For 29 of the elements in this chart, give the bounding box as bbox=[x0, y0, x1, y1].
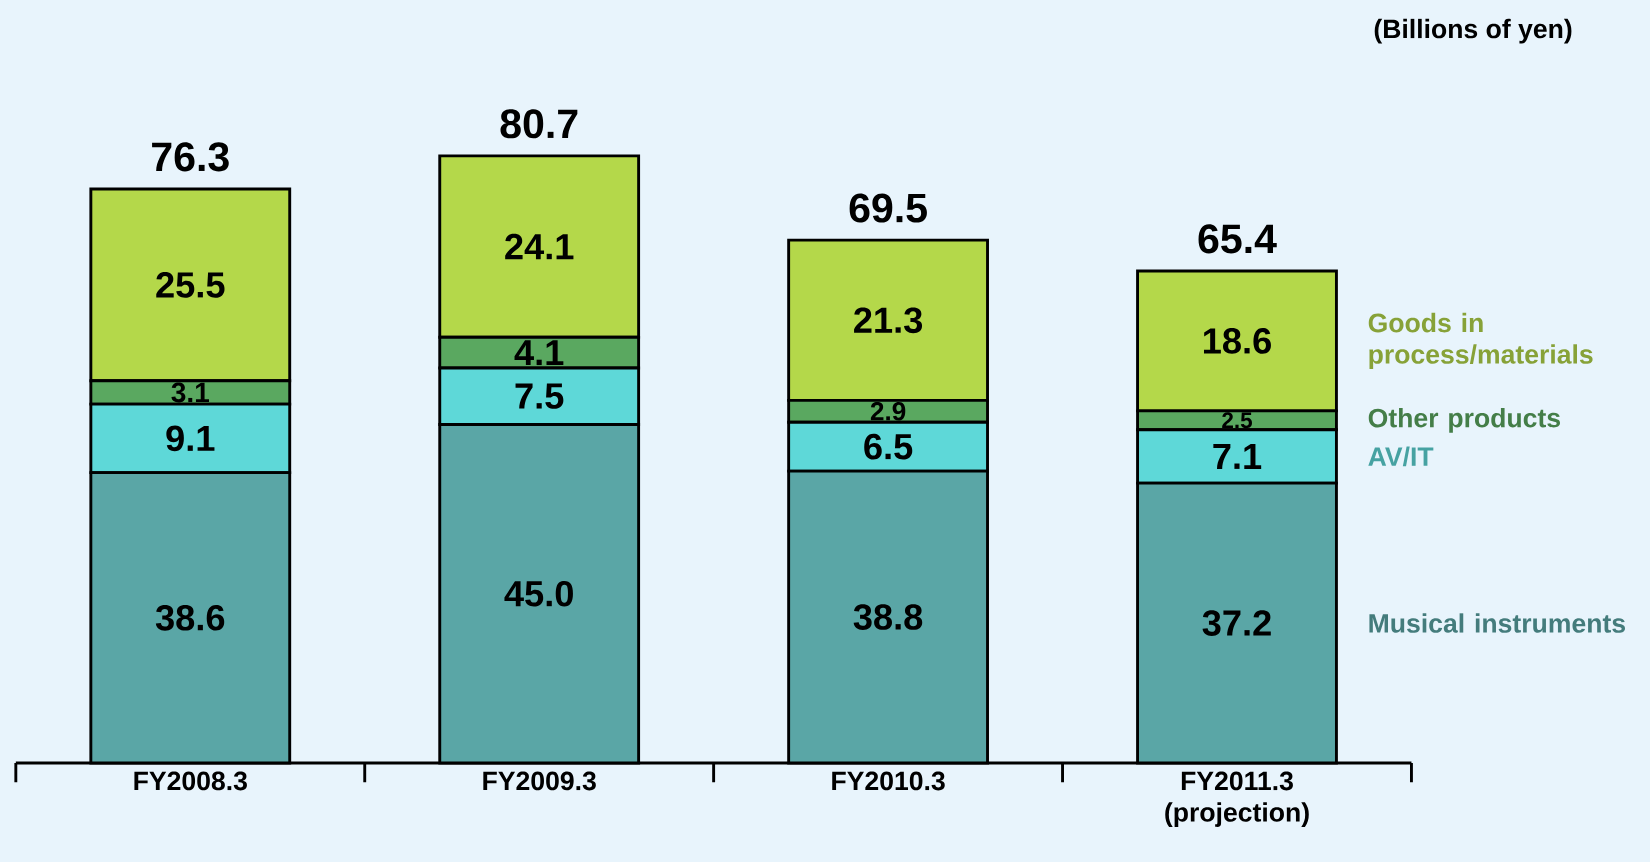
series-label: Musical instruments bbox=[1369, 613, 1625, 633]
data-label: 7.5 bbox=[515, 383, 564, 409]
data-label: 45.0 bbox=[504, 580, 573, 607]
data-label: 2.5 bbox=[1222, 412, 1252, 429]
total-label: 65.4 bbox=[1198, 224, 1277, 254]
data-label: 21.3 bbox=[854, 307, 923, 334]
x-tick-label: FY2008.3 bbox=[134, 771, 247, 791]
series-label: AV/IT bbox=[1368, 446, 1434, 467]
data-label: 3.1 bbox=[171, 382, 209, 403]
data-label: 18.6 bbox=[1204, 328, 1271, 354]
data-label: 7.1 bbox=[1213, 443, 1262, 469]
data-label: 38.6 bbox=[155, 604, 225, 631]
data-label: 24.1 bbox=[505, 233, 574, 260]
series-label: Goods in process/materials bbox=[1368, 312, 1593, 370]
total-label: 80.7 bbox=[500, 109, 578, 139]
x-tick-label: FY2011.3 (projection) bbox=[1165, 771, 1309, 827]
x-tick-label: FY2010.3 bbox=[832, 771, 945, 791]
data-label: 6.5 bbox=[864, 433, 913, 460]
data-label: 25.5 bbox=[156, 272, 225, 298]
total-label: 69.5 bbox=[849, 193, 927, 223]
total-label: 76.3 bbox=[152, 142, 229, 172]
data-label: 37.2 bbox=[1202, 610, 1271, 636]
data-label: 38.8 bbox=[853, 604, 923, 630]
x-tick-label: FY2009.3 bbox=[483, 771, 596, 791]
text: (Billions of yen) bbox=[1374, 18, 1572, 44]
data-label: 2.9 bbox=[870, 402, 906, 421]
data-label: 9.1 bbox=[166, 425, 215, 452]
series-label: Other products bbox=[1368, 407, 1560, 433]
data-label: 4.1 bbox=[514, 340, 564, 366]
